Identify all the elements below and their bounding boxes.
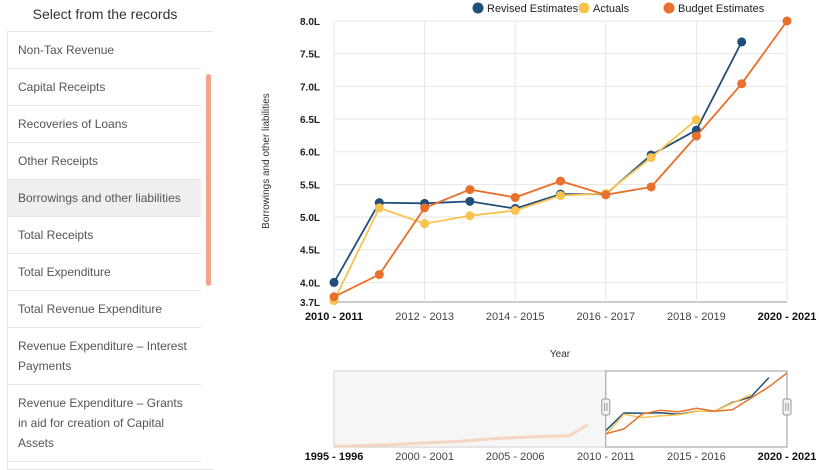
- data-point: [465, 185, 475, 195]
- y-tick-label: 4.5L: [300, 246, 320, 257]
- records-panel-title: Select from the records: [32, 6, 178, 22]
- x-tick-label: 2010 - 2011: [305, 311, 363, 323]
- record-item[interactable]: Total Receipts: [8, 217, 201, 254]
- record-item[interactable]: Non-Tax Revenue: [8, 32, 201, 69]
- data-point: [465, 196, 475, 206]
- series-line: [333, 20, 788, 298]
- x-tick-label: 2014 - 2015: [486, 311, 545, 323]
- record-item[interactable]: Borrowings and other liabilities: [8, 180, 201, 217]
- data-point: [374, 203, 384, 213]
- legend-marker: [663, 2, 675, 14]
- data-point: [510, 206, 520, 216]
- y-tick-label: 8.0L: [300, 17, 320, 28]
- navigator-frame: [333, 370, 788, 448]
- record-item[interactable]: Capital Receipts: [8, 69, 201, 106]
- navigator-series-line: [605, 372, 788, 435]
- y-tick-label: 6.0L: [300, 148, 320, 159]
- x-tick-label: 2012 - 2013: [395, 311, 454, 323]
- record-item[interactable]: Revenue Expenditure – Grants in aid for …: [8, 385, 201, 462]
- x-tick-label: 2020 - 2021: [758, 311, 817, 323]
- record-item[interactable]: Other Receipts: [8, 143, 201, 180]
- data-point: [465, 211, 475, 221]
- series-line: [333, 41, 743, 283]
- data-point: [329, 277, 339, 287]
- data-point: [510, 192, 520, 202]
- y-tick-label: 7.0L: [300, 82, 320, 93]
- legend-marker: [578, 2, 590, 14]
- record-item[interactable]: Total Expenditure: [8, 254, 201, 291]
- navigator-history-line: [333, 423, 589, 448]
- data-point: [420, 203, 430, 213]
- y-tick-label: 6.5L: [300, 115, 320, 126]
- data-point: [420, 219, 430, 229]
- data-point: [329, 292, 339, 302]
- legend-item[interactable]: Actuals: [578, 2, 630, 16]
- x-tick-label: 2016 - 2017: [576, 311, 635, 323]
- data-point: [556, 190, 565, 200]
- x-axis-title: Year: [550, 349, 571, 360]
- data-point: [646, 153, 656, 163]
- data-point: [691, 131, 701, 141]
- record-item[interactable]: Recoveries of Loans: [8, 106, 201, 143]
- y-axis-title: Borrowings and other liabilities: [261, 93, 272, 229]
- legend-label: Revised Estimates: [487, 3, 579, 15]
- legend-item[interactable]: Revised Estimates: [472, 2, 579, 16]
- navigator-handle[interactable]: [601, 398, 611, 416]
- record-item[interactable]: Revenue Expenditure – Interest Payments: [8, 328, 201, 385]
- navigator-tick-label: 1995 - 1996: [305, 451, 364, 463]
- records-list: Non-Tax Revenue Capital Receipts Recoverie…: [7, 31, 213, 470]
- data-point: [691, 115, 701, 125]
- y-tick-label: 7.5L: [300, 50, 320, 61]
- navigator-tick-label: 2015 - 2016: [667, 451, 726, 463]
- legend-label: Budget Estimates: [678, 3, 765, 15]
- navigator-mask: [334, 371, 606, 447]
- legend-label: Actuals: [593, 3, 630, 15]
- y-tick-label: 5.5L: [300, 180, 320, 191]
- navigator-handle-grip: [601, 398, 611, 416]
- data-point: [374, 270, 384, 280]
- data-point: [556, 176, 565, 186]
- navigator-tick-label: 2005 - 2006: [486, 451, 545, 463]
- y-tick-label: 5.0L: [300, 213, 320, 224]
- navigator-tick-label: 2000 - 2001: [395, 451, 454, 463]
- records-scrollbar[interactable]: [206, 74, 211, 286]
- navigator-tick-label: 2010 - 2011: [577, 451, 635, 463]
- x-tick-label: 2018 - 2019: [667, 311, 726, 323]
- data-point: [737, 37, 747, 47]
- data-point: [737, 79, 747, 89]
- navigator-handle[interactable]: [782, 398, 792, 416]
- y-tick-label: 4.0L: [300, 278, 320, 289]
- navigator-series-line: [605, 394, 752, 436]
- data-point: [601, 190, 611, 200]
- data-point: [646, 182, 656, 192]
- y-tick-label: 3.7L: [300, 298, 320, 309]
- navigator-handle-grip: [782, 398, 792, 416]
- legend-item[interactable]: Budget Estimates: [663, 2, 765, 16]
- record-item[interactable]: Total Revenue Expenditure: [8, 291, 201, 328]
- data-point: [782, 16, 792, 26]
- legend-marker: [472, 2, 484, 14]
- navigator-tick-label: 2020 - 2021: [758, 451, 817, 463]
